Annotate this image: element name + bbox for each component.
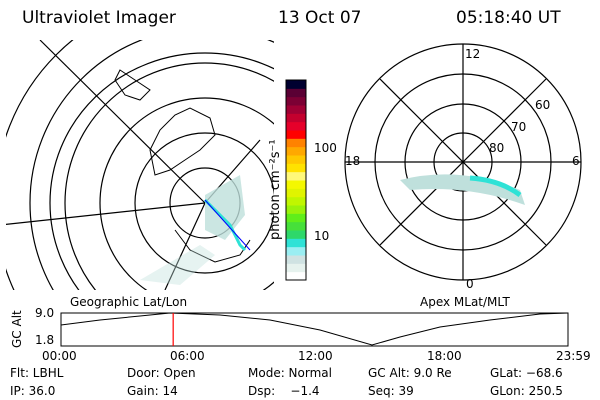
- lat-label-80: 80: [489, 141, 505, 155]
- colorbar-swatch: [286, 205, 306, 214]
- colorbar-swatch: [286, 271, 306, 281]
- colorbar-swatch: [286, 213, 306, 223]
- colorbar-swatch: [286, 113, 306, 123]
- lat-label-70: 70: [511, 120, 527, 134]
- gain-info: Gain: 14: [127, 384, 178, 398]
- alt-ytick-high: 9.0: [35, 306, 55, 320]
- colorbar-swatch: [286, 246, 306, 256]
- colorbar-swatch: [286, 221, 306, 231]
- colorbar-tick-10: 10: [314, 229, 330, 243]
- alt-ytick-low: 1.8: [35, 333, 55, 347]
- colorbar-swatch: [286, 138, 306, 148]
- glon-info: GLon: 250.5: [490, 384, 563, 398]
- mlt-label-6: 6: [572, 154, 580, 168]
- colorbar-swatch: [286, 163, 306, 173]
- alt-xtick-1: 06:00: [170, 349, 205, 363]
- ip-info: IP: 36.0: [10, 384, 56, 398]
- alt-xtick-3: 18:00: [427, 349, 462, 363]
- geographic-map: [6, 40, 274, 290]
- colorbar-swatch: [286, 121, 306, 131]
- mlt-label-12: 12: [465, 47, 481, 61]
- date: 13 Oct 07: [278, 8, 362, 28]
- colorbar-swatch: [286, 146, 306, 156]
- colorbar: [286, 80, 306, 281]
- colorbar-swatch: [286, 255, 306, 264]
- mlt-label-0: 0: [466, 277, 474, 291]
- seq-info: Seq: 39: [368, 384, 414, 398]
- colorbar-swatch: [286, 105, 306, 114]
- glat-info: GLat: −68.6: [490, 366, 563, 380]
- instrument-title: Ultraviolet Imager: [22, 8, 176, 28]
- colorbar-swatch: [286, 155, 306, 164]
- magnetic-polar-map: [344, 43, 582, 281]
- alt-xtick-2: 12:00: [298, 349, 333, 363]
- colorbar-swatch: [286, 196, 306, 206]
- time: 05:18:40 UT: [456, 8, 561, 28]
- right-map-label: Apex MLat/MLT: [420, 295, 510, 309]
- left-map-label: Geographic Lat/Lon: [70, 295, 188, 309]
- colorbar-swatch: [286, 188, 306, 198]
- lat-label-60: 60: [535, 98, 551, 112]
- filter-info: Flt: LBHL: [10, 366, 64, 380]
- colorbar-swatch: [286, 180, 306, 189]
- alt-xtick-4: 23:59: [556, 349, 591, 363]
- colorbar-swatch: [286, 88, 306, 98]
- door-info: Door: Open: [127, 366, 196, 380]
- colorbar-swatch: [286, 80, 306, 89]
- colorbar-swatch: [286, 230, 306, 239]
- colorbar-swatch: [286, 130, 306, 139]
- mlt-label-18: 18: [345, 154, 361, 168]
- colorbar-swatch: [286, 263, 306, 273]
- colorbar-swatch: [286, 238, 306, 248]
- colorbar-swatch: [286, 171, 306, 181]
- dsp-info: Dsp: −1.4: [248, 384, 320, 398]
- alt-xtick-0: 00:00: [42, 349, 77, 363]
- gc-alt-info: GC Alt: 9.0 Re: [368, 366, 452, 380]
- mode-info: Mode: Normal: [248, 366, 332, 380]
- colorbar-tick-100: 100: [314, 141, 337, 155]
- colorbar-swatch: [286, 96, 306, 106]
